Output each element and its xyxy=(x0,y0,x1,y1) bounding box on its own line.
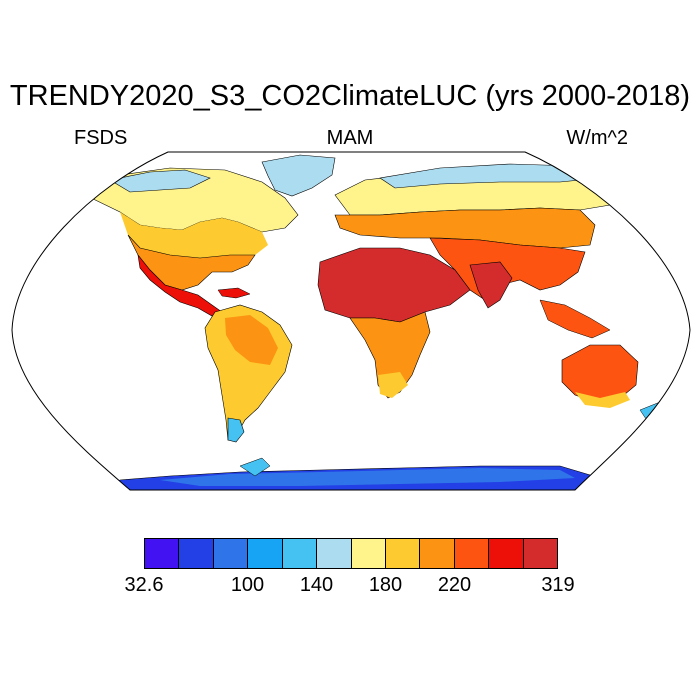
land-north-america-mid xyxy=(120,212,268,258)
land-india xyxy=(469,261,513,309)
land-south-america-hot xyxy=(225,315,278,365)
colorbar-swatch xyxy=(489,539,524,568)
colorbar-tick-label: 319 xyxy=(541,574,575,596)
land-greenland xyxy=(261,154,336,197)
land-southeast-asia xyxy=(539,299,611,339)
colorbar-swatch xyxy=(385,539,421,568)
colorbar-tick-label: 180 xyxy=(368,574,403,596)
land-south-america-tip xyxy=(227,417,245,443)
colorbar-swatch xyxy=(420,539,455,568)
land-africa-tip xyxy=(378,372,408,398)
colorbar-swatch xyxy=(351,539,386,568)
land-australia-south xyxy=(575,392,630,408)
land-canada-arctic xyxy=(109,169,211,193)
colorbar-swatch xyxy=(523,539,558,568)
land-africa-north xyxy=(317,247,471,323)
units-label: W/m^2 xyxy=(566,127,628,149)
colorbar-tick-label: 32.6 xyxy=(124,574,164,596)
colorbar xyxy=(144,538,558,569)
land-caribbean xyxy=(217,287,251,299)
colorbar-swatch xyxy=(248,539,283,568)
colorbar-swatch xyxy=(145,539,180,568)
colorbar-swatch xyxy=(454,539,490,568)
colorbar-tick-label: 140 xyxy=(299,574,334,596)
colorbar-tick-label: 100 xyxy=(230,574,265,596)
land-antarctica-coast xyxy=(160,468,575,486)
land-eurasia-mid xyxy=(334,207,596,249)
map-field xyxy=(84,154,665,490)
colorbar-swatch xyxy=(282,539,318,568)
map-title: TRENDY2020_S3_CO2ClimateLUC (yrs 2000-20… xyxy=(9,80,691,112)
season-label: MAM xyxy=(326,127,374,149)
colorbar-swatch xyxy=(213,539,249,568)
map-outline xyxy=(11,151,691,491)
variable-label: FSDS xyxy=(74,127,128,149)
colorbar-swatch xyxy=(317,539,352,568)
colorbar-tick-label: 220 xyxy=(437,574,472,596)
land-australia xyxy=(561,344,639,403)
colorbar-swatch xyxy=(179,539,214,568)
land-africa-south xyxy=(349,311,431,399)
land-antarctica-peninsula xyxy=(239,457,271,477)
